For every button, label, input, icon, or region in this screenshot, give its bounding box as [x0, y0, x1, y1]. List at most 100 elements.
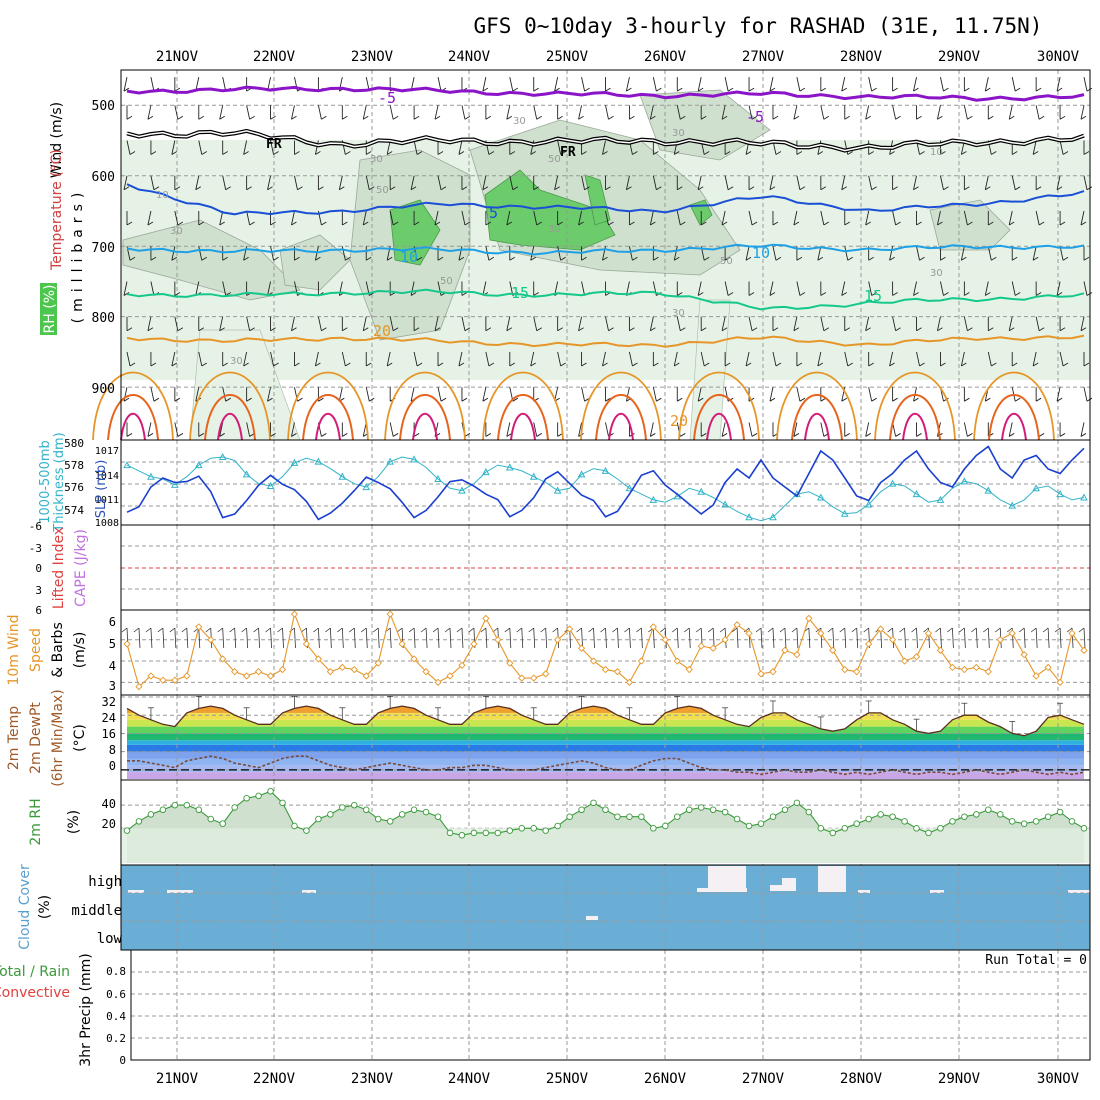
wind-barb-flag: [650, 115, 656, 120]
isotherm-30: [706, 412, 732, 441]
wind-barb-flag: [748, 186, 755, 191]
wind-barb-flag: [126, 221, 133, 226]
wind-barb: [817, 351, 822, 367]
wind-barb-flag: [775, 362, 782, 367]
thickness-marker: [338, 472, 347, 480]
isotherm-30: [217, 412, 243, 441]
barb: [940, 627, 942, 649]
wind-barb-flag: [724, 256, 731, 261]
thickness-marker: [1032, 484, 1040, 492]
wind-barb: [362, 210, 367, 226]
wind-barb-flag: [703, 151, 710, 155]
wind10-point: [362, 672, 370, 680]
cloud-clear: [818, 866, 846, 892]
temp-band: [127, 706, 1084, 713]
cloud-clear: [586, 916, 598, 920]
barb: [581, 627, 583, 649]
date-top-label: 30NOV: [1037, 49, 1080, 65]
thickness-marker: [960, 477, 969, 485]
wind-barb: [724, 77, 729, 92]
isotherm-25: [204, 394, 256, 441]
rh2m-point: [374, 815, 382, 823]
rh2m-point: [267, 788, 274, 795]
wind-barb-flag: [841, 186, 847, 191]
thickness-marker: [577, 470, 586, 478]
wind-barb: [219, 210, 224, 226]
rh2m-point: [853, 820, 860, 827]
wind10-point: [721, 636, 729, 644]
thickness-marker: [984, 486, 993, 494]
wind-barb-flag: [267, 186, 273, 191]
rh2m-point: [638, 813, 645, 820]
rh2m-point: [697, 804, 705, 811]
wind-barb: [865, 105, 870, 120]
wind-barb-flag: [1080, 327, 1087, 332]
wind-barb: [410, 281, 415, 296]
thickness-marker: [171, 480, 179, 488]
wind-barb: [676, 316, 681, 331]
wind-barb-flag: [243, 256, 249, 261]
wind-barb: [652, 175, 657, 190]
wind-barb-flag: [937, 327, 943, 332]
wind-barb: [554, 77, 559, 92]
wind-barb-flag: [703, 256, 710, 261]
wind-barb: [841, 281, 846, 296]
barb: [294, 627, 296, 649]
wind-barb-flag: [482, 186, 489, 191]
wind-barb-flag: [291, 221, 297, 226]
barb-flag: [516, 627, 523, 633]
slp-line: [126, 445, 1085, 521]
wind-barb-flag: [895, 221, 901, 226]
wind-barb-flag: [273, 256, 279, 261]
wind-barb: [362, 105, 367, 120]
wind10-point: [123, 640, 131, 648]
isotherm-label: FR: [266, 137, 282, 152]
wind-barb-flag: [632, 256, 638, 261]
wind-barb: [844, 246, 849, 261]
lifted-tick-label: 3: [35, 584, 42, 597]
wind-barb-flag: [748, 292, 755, 296]
wind10-point: [171, 676, 179, 684]
wind-barb: [868, 175, 873, 190]
bottom-date-axis: 21NOV 22NOV 23NOV 24NOV 25NOV 26NOV 27NO…: [156, 1071, 1080, 1087]
wind10-point: [135, 682, 143, 691]
cloud-level-label: low: [97, 931, 123, 947]
thickness-marker: [266, 481, 275, 489]
wind-barb: [916, 246, 920, 261]
barb-flag: [420, 627, 427, 633]
wind-barb-flag: [1011, 151, 1018, 155]
wind-barb: [652, 77, 657, 92]
barb: [365, 627, 368, 649]
rh2m-point: [458, 831, 466, 839]
wind-barb-flag: [1008, 433, 1015, 437]
thickness-marker: [649, 495, 658, 503]
cloud-label: Cloud Cover: [17, 864, 33, 950]
wind-barb-flag: [291, 327, 297, 332]
barb: [449, 627, 452, 649]
wind-barb: [219, 105, 224, 120]
wind-barb-flag: [273, 362, 279, 367]
wind-barb-flag: [536, 433, 542, 437]
wind-barb-flag: [581, 362, 587, 367]
wind10-point: [266, 672, 275, 680]
wind-barb: [1059, 140, 1064, 155]
wind-barb-flag: [174, 292, 181, 296]
wind10-point: [865, 640, 873, 648]
isotherm-m5: [126, 85, 1085, 102]
wind-barb-flag: [410, 186, 417, 191]
wind-barb-flag: [656, 186, 662, 191]
rh2m-point: [925, 829, 932, 837]
temp-band: [127, 744, 1084, 752]
wind-barb-flag: [724, 362, 731, 367]
rh2m-point: [554, 822, 561, 830]
date-bottom-label: 29NOV: [938, 1071, 981, 1087]
isotherm-label: 20: [670, 412, 688, 430]
rh2m-point: [1008, 818, 1016, 825]
wind10-point: [434, 678, 442, 686]
slp-tick-label: 1011: [95, 495, 119, 506]
rh2m-point: [889, 813, 896, 820]
barb: [425, 627, 428, 649]
wind-barb-flag: [844, 221, 850, 226]
wind-barb: [963, 210, 968, 226]
wind-barb-flag: [1083, 256, 1090, 261]
